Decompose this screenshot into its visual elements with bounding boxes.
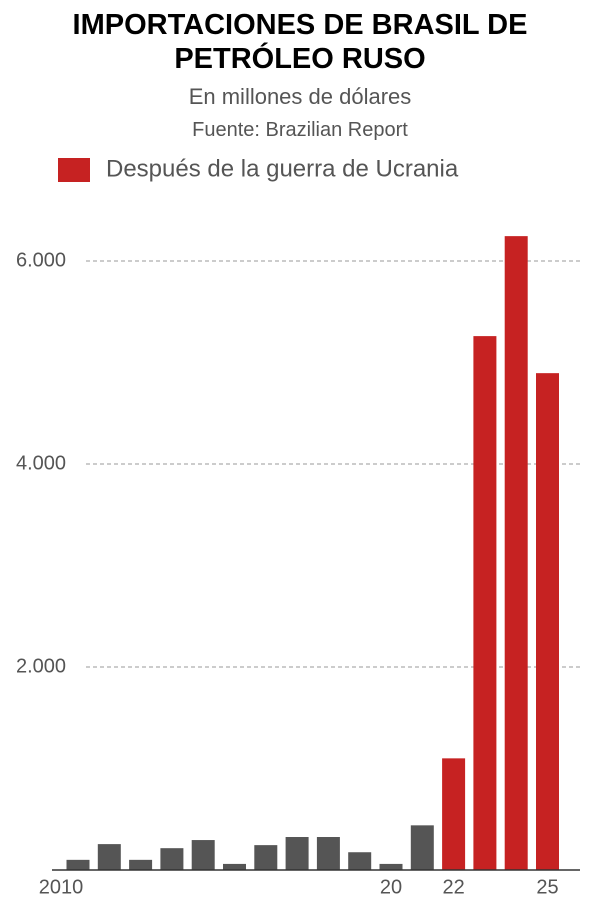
bar — [379, 863, 403, 870]
x-tick-label: 2010 — [39, 876, 84, 898]
bar — [160, 848, 184, 870]
bar — [129, 859, 153, 870]
chart-subtitle: En millones de dólares — [188, 84, 412, 109]
x-tick-label: 25 — [536, 876, 558, 898]
bar — [97, 844, 121, 870]
bar — [348, 852, 372, 870]
bar — [66, 859, 90, 870]
chart-title: IMPORTACIONES DE BRASIL DE PETRÓLEO RUSO — [72, 9, 528, 75]
legend-swatch — [58, 158, 90, 182]
x-tick-label: 20 — [380, 876, 402, 898]
bar — [254, 845, 278, 870]
bar — [410, 825, 434, 870]
y-tick-label: 2.000 — [16, 655, 66, 677]
legend-label: Después de la guerra de Ucrania — [106, 155, 459, 182]
bar — [285, 837, 309, 870]
bar — [316, 837, 340, 870]
bar — [223, 863, 246, 870]
x-tick-label: 22 — [442, 876, 464, 898]
chart-source: Fuente: Brazilian Report — [192, 119, 408, 141]
bar — [442, 758, 466, 870]
bar — [536, 373, 559, 870]
bar — [504, 236, 528, 870]
y-tick-label: 6.000 — [16, 249, 66, 271]
y-tick-label: 4.000 — [16, 452, 66, 474]
bar — [473, 336, 497, 870]
bar — [191, 840, 215, 870]
